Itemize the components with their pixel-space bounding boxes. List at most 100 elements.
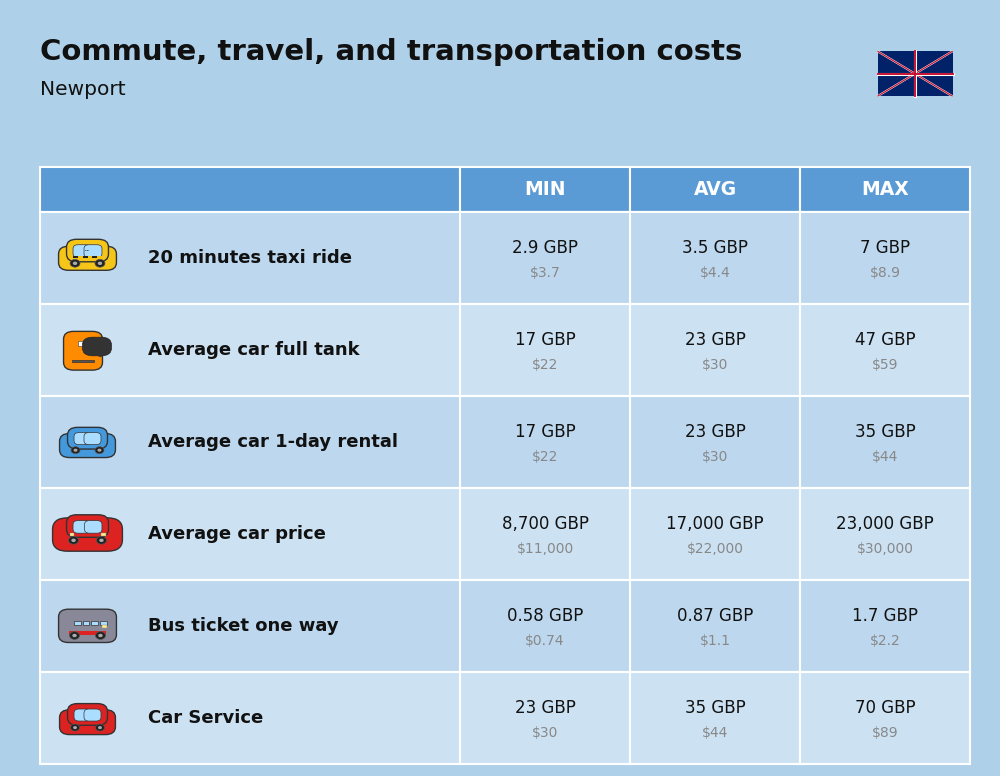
Circle shape — [95, 632, 105, 639]
Text: $22,000: $22,000 — [686, 542, 744, 556]
Bar — [101, 533, 106, 535]
Circle shape — [73, 726, 77, 729]
Text: 2.9 GBP: 2.9 GBP — [512, 239, 578, 257]
Text: 7 GBP: 7 GBP — [860, 239, 910, 257]
Bar — [97, 256, 102, 258]
Text: $30: $30 — [702, 450, 728, 464]
FancyBboxPatch shape — [59, 609, 116, 643]
Text: Average car 1-day rental: Average car 1-day rental — [148, 433, 398, 451]
Text: MAX: MAX — [861, 180, 909, 199]
Circle shape — [95, 259, 105, 267]
Text: $44: $44 — [702, 726, 728, 740]
Text: 3.5 GBP: 3.5 GBP — [682, 239, 748, 257]
Text: 8,700 GBP: 8,700 GBP — [502, 515, 588, 533]
Text: Average car full tank: Average car full tank — [148, 341, 360, 359]
FancyBboxPatch shape — [84, 244, 102, 258]
Bar — [88, 256, 92, 258]
Circle shape — [71, 724, 80, 731]
Text: $22: $22 — [532, 358, 558, 372]
FancyBboxPatch shape — [73, 521, 91, 533]
Text: Commute, travel, and transportation costs: Commute, travel, and transportation cost… — [40, 38, 742, 66]
Text: MIN: MIN — [524, 180, 566, 199]
Circle shape — [71, 539, 76, 542]
Circle shape — [72, 634, 77, 637]
Circle shape — [97, 449, 101, 452]
Text: $30: $30 — [532, 726, 558, 740]
Text: 35 GBP: 35 GBP — [685, 699, 745, 717]
Text: 35 GBP: 35 GBP — [855, 423, 915, 441]
FancyBboxPatch shape — [74, 709, 91, 721]
Bar — [86, 434, 98, 436]
FancyBboxPatch shape — [84, 521, 102, 533]
Bar — [95, 436, 98, 438]
Bar — [83, 256, 88, 258]
FancyBboxPatch shape — [53, 518, 122, 551]
Text: $44: $44 — [872, 450, 898, 464]
Text: 23 GBP: 23 GBP — [515, 699, 575, 717]
Bar — [91, 621, 98, 625]
Bar — [74, 621, 81, 625]
Text: $89: $89 — [872, 726, 898, 740]
Circle shape — [95, 447, 104, 454]
Bar — [72, 359, 94, 362]
FancyBboxPatch shape — [68, 428, 107, 449]
FancyBboxPatch shape — [82, 338, 111, 356]
Circle shape — [69, 708, 78, 715]
Circle shape — [73, 262, 77, 265]
Bar — [70, 533, 74, 535]
Text: 1.7 GBP: 1.7 GBP — [852, 607, 918, 625]
FancyBboxPatch shape — [73, 244, 91, 258]
Text: 0.58 GBP: 0.58 GBP — [507, 607, 583, 625]
Text: Bus ticket one way: Bus ticket one way — [148, 617, 339, 636]
Text: $59: $59 — [872, 358, 898, 372]
Text: 17 GBP: 17 GBP — [515, 423, 575, 441]
Text: 23 GBP: 23 GBP — [685, 331, 745, 349]
Bar — [74, 710, 101, 713]
Bar — [73, 256, 78, 258]
Text: Newport: Newport — [40, 81, 126, 99]
Text: AVG: AVG — [693, 180, 737, 199]
FancyBboxPatch shape — [84, 709, 101, 721]
Circle shape — [70, 259, 80, 267]
FancyBboxPatch shape — [84, 432, 101, 445]
Text: 47 GBP: 47 GBP — [855, 331, 915, 349]
FancyBboxPatch shape — [67, 514, 108, 537]
Circle shape — [96, 536, 106, 544]
Text: 17,000 GBP: 17,000 GBP — [666, 515, 764, 533]
Circle shape — [95, 724, 104, 731]
Text: $8.9: $8.9 — [870, 265, 900, 279]
Bar — [92, 256, 97, 258]
Text: 20 minutes taxi ride: 20 minutes taxi ride — [148, 249, 352, 267]
Bar — [91, 436, 94, 438]
FancyBboxPatch shape — [67, 239, 108, 262]
Bar — [100, 621, 107, 625]
Circle shape — [98, 726, 102, 729]
Text: 0.87 GBP: 0.87 GBP — [677, 607, 753, 625]
FancyBboxPatch shape — [74, 432, 91, 445]
Bar — [78, 256, 83, 258]
Circle shape — [76, 431, 86, 439]
Text: Car Service: Car Service — [148, 709, 263, 727]
FancyBboxPatch shape — [59, 246, 116, 270]
FancyBboxPatch shape — [60, 710, 115, 735]
Bar — [102, 625, 107, 628]
FancyBboxPatch shape — [64, 331, 102, 370]
Circle shape — [71, 447, 80, 454]
Text: $0.74: $0.74 — [525, 634, 565, 648]
Text: $30,000: $30,000 — [856, 542, 914, 556]
Text: $4.4: $4.4 — [700, 265, 730, 279]
Bar — [78, 341, 88, 346]
Bar — [69, 631, 106, 635]
Circle shape — [70, 632, 80, 639]
Bar — [83, 621, 89, 625]
Text: $2.2: $2.2 — [870, 634, 900, 648]
Text: $30: $30 — [702, 358, 728, 372]
Text: Average car price: Average car price — [148, 525, 326, 543]
FancyBboxPatch shape — [68, 704, 107, 726]
FancyBboxPatch shape — [60, 434, 115, 458]
Text: 23 GBP: 23 GBP — [685, 423, 745, 441]
Text: $3.7: $3.7 — [530, 265, 560, 279]
Circle shape — [98, 262, 102, 265]
Circle shape — [74, 449, 78, 452]
Text: TAXI: TAXI — [85, 250, 90, 251]
